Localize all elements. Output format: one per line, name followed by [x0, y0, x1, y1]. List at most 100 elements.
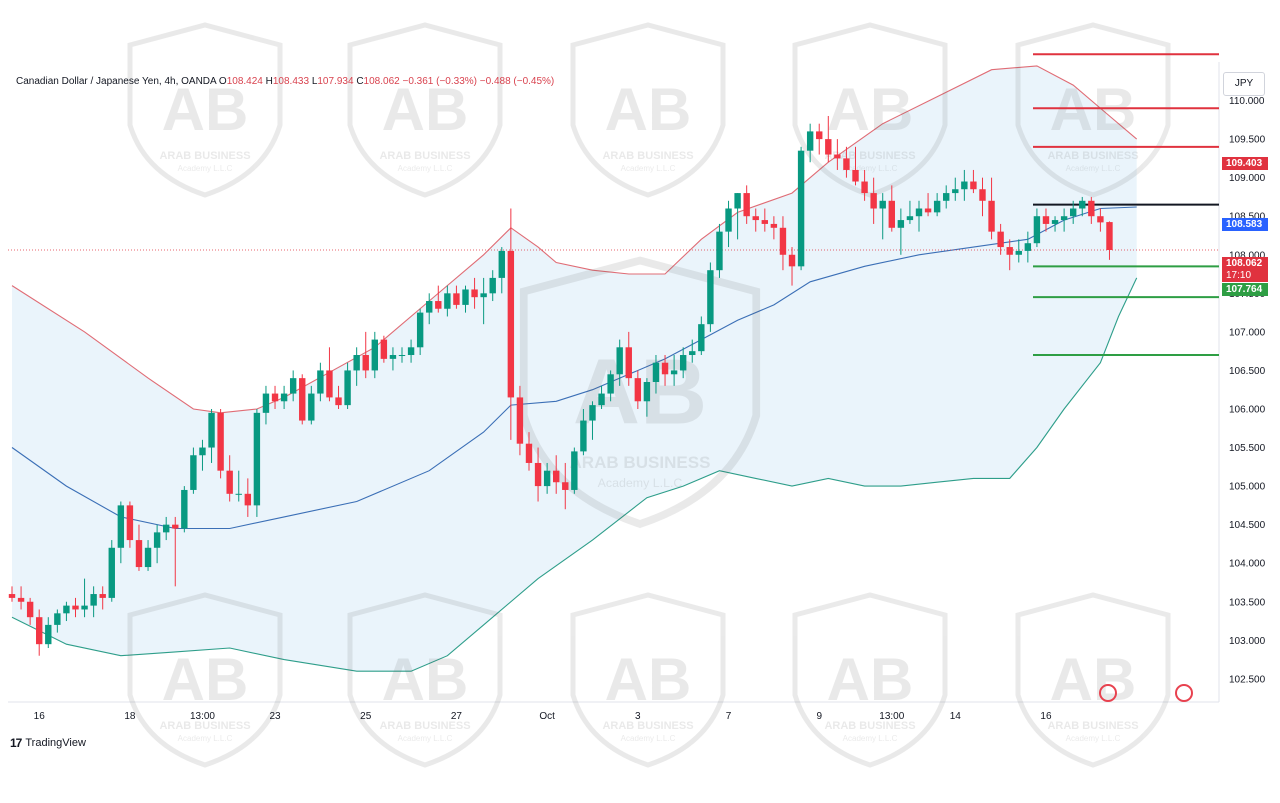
- y-tick-label: 109.000: [1229, 173, 1266, 184]
- green-level-badge: 107.764: [1222, 283, 1268, 296]
- target-icon[interactable]: [1175, 684, 1193, 702]
- candle-body: [353, 355, 360, 371]
- svg-text:AB: AB: [827, 76, 914, 143]
- candle-body: [870, 193, 877, 209]
- bollinger-band-fill: [12, 65, 1137, 672]
- candle-body: [571, 451, 578, 490]
- candle-body: [915, 208, 923, 217]
- candle-body: [689, 351, 696, 356]
- watermark-logo: AB ARAB BUSINESS Academy L.L.C: [127, 22, 283, 198]
- candle-body: [543, 470, 551, 487]
- currency-button[interactable]: JPY: [1223, 72, 1265, 96]
- candle-body: [326, 370, 333, 398]
- candle-body: [190, 455, 197, 490]
- candle-body: [1060, 216, 1068, 221]
- candle-body: [507, 250, 515, 398]
- x-tick-label: 27: [451, 711, 463, 722]
- candle-body: [335, 397, 342, 406]
- x-tick-label: 9: [816, 711, 822, 722]
- candle-body: [616, 347, 623, 375]
- watermark-title: ARAB BUSINESS: [159, 150, 250, 162]
- candle-body: [280, 393, 288, 402]
- candle-body: [634, 378, 642, 402]
- candle-body: [861, 181, 868, 194]
- candle-body: [444, 293, 451, 309]
- candle-body: [979, 189, 986, 201]
- candle-body: [770, 223, 778, 228]
- candle-body: [289, 378, 297, 394]
- x-tick-label: 18: [124, 711, 136, 722]
- watermark-title: ARAB BUSINESS: [602, 150, 693, 162]
- candle-body: [471, 289, 478, 298]
- watermark-subtitle: Academy L.L.C: [598, 476, 683, 490]
- candle-body: [562, 482, 569, 490]
- watermark-subtitle: Academy L.L.C: [398, 734, 453, 743]
- candle-body: [652, 362, 660, 382]
- candle-body: [462, 289, 469, 305]
- candle-body: [534, 462, 542, 487]
- last-price-badge: 108.062: [1222, 257, 1268, 270]
- x-tick-label: 14: [950, 711, 962, 722]
- candle-body: [308, 393, 315, 421]
- watermark-subtitle: Academy L.L.C: [178, 164, 233, 173]
- svg-text:AB: AB: [1050, 76, 1137, 143]
- candle-body: [1097, 216, 1104, 223]
- candle-body: [8, 594, 16, 598]
- candle-body: [362, 355, 369, 371]
- y-tick-label: 108.500: [1229, 212, 1266, 223]
- y-tick-label: 108.000: [1229, 250, 1266, 261]
- candle-body: [489, 277, 496, 294]
- candle-body: [924, 208, 932, 213]
- candle-body: [1069, 208, 1077, 217]
- candle-body: [226, 470, 233, 494]
- lower-bollinger-band: [11, 277, 1138, 672]
- candle-body: [181, 489, 188, 529]
- watermark-title: ARAB BUSINESS: [379, 150, 470, 162]
- svg-text:AB: AB: [162, 76, 249, 143]
- svg-text:AB: AB: [382, 76, 469, 143]
- candle-body: [743, 193, 750, 217]
- svg-text:AB: AB: [605, 646, 692, 713]
- flag-icon[interactable]: [1099, 684, 1117, 702]
- candle-body: [36, 617, 43, 645]
- x-tick-label: 16: [34, 711, 46, 722]
- candle-body: [398, 355, 406, 357]
- candle-body: [26, 601, 34, 618]
- svg-text:AB: AB: [1050, 646, 1137, 713]
- candle-body: [389, 355, 397, 359]
- y-tick-label: 110.000: [1229, 96, 1265, 107]
- watermark-subtitle: Academy L.L.C: [843, 164, 898, 173]
- open-value: 108.424: [226, 76, 263, 87]
- tradingview-logo[interactable]: 17 TradingView: [10, 736, 86, 750]
- candle-body: [843, 158, 850, 170]
- tradingview-icon: 17: [10, 736, 22, 750]
- candle-body: [435, 301, 442, 309]
- candle-body: [271, 393, 279, 402]
- x-tick-label: 25: [360, 711, 372, 722]
- candle-body: [580, 420, 587, 452]
- candle-body: [407, 347, 415, 356]
- candle-body: [906, 216, 914, 221]
- candle-body: [961, 181, 968, 190]
- candle-body: [253, 412, 261, 506]
- candle-body: [725, 208, 732, 232]
- candle-body: [371, 339, 378, 371]
- candle-body: [806, 131, 814, 151]
- watermark-title: ARAB BUSINESS: [1047, 720, 1138, 732]
- high-value: 108.433: [272, 76, 310, 87]
- candle-body: [1042, 216, 1050, 224]
- candle-body: [235, 493, 242, 495]
- candle-body: [970, 181, 977, 190]
- candle-body: [716, 231, 723, 271]
- x-tick-label: 3: [635, 711, 641, 722]
- candle-body: [153, 532, 161, 548]
- candle-body: [1024, 243, 1032, 251]
- candle-body: [90, 594, 97, 606]
- candle-body: [498, 250, 505, 278]
